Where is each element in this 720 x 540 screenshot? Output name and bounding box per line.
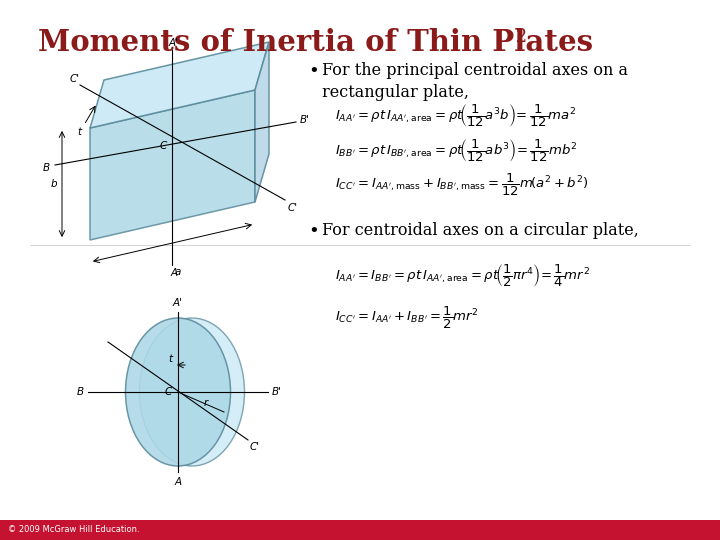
Text: b: b <box>50 179 57 189</box>
Text: r: r <box>204 398 208 408</box>
Text: C: C <box>160 141 167 151</box>
Text: For centroidal axes on a circular plate,: For centroidal axes on a circular plate, <box>322 222 639 239</box>
Text: $I_{BB'} = \rho t\, I_{BB',\mathrm{area}} = \rho t\!\left(\dfrac{1}{12}ab^3\righ: $I_{BB'} = \rho t\, I_{BB',\mathrm{area}… <box>335 137 577 164</box>
Text: For the principal centroidal axes on a
rectangular plate,: For the principal centroidal axes on a r… <box>322 62 628 101</box>
Text: a: a <box>175 267 181 277</box>
Ellipse shape <box>140 318 245 466</box>
Polygon shape <box>90 90 255 240</box>
Text: $I_{CC'} = I_{AA'} + I_{BB'} = \dfrac{1}{2}mr^2$: $I_{CC'} = I_{AA'} + I_{BB'} = \dfrac{1}… <box>335 305 479 331</box>
Text: •: • <box>308 62 319 80</box>
Text: t: t <box>168 354 172 364</box>
Text: $I_{AA'} = \rho t\, I_{AA',\mathrm{area}} = \rho t\!\left(\dfrac{1}{12}a^3b\righ: $I_{AA'} = \rho t\, I_{AA',\mathrm{area}… <box>335 102 577 129</box>
Text: $I_{AA'} = I_{BB'} = \rho t\, I_{AA',\mathrm{area}} = \rho t\!\left(\dfrac{1}{2}: $I_{AA'} = I_{BB'} = \rho t\, I_{AA',\ma… <box>335 262 590 289</box>
Polygon shape <box>90 42 269 128</box>
Text: •: • <box>308 222 319 240</box>
Text: A': A' <box>173 298 183 308</box>
Polygon shape <box>255 42 269 202</box>
Text: $I_{CC'} = I_{AA',\mathrm{mass}} + I_{BB',\mathrm{mass}} = \dfrac{1}{12}m\!\left: $I_{CC'} = I_{AA',\mathrm{mass}} + I_{BB… <box>335 172 588 198</box>
Text: B': B' <box>300 115 310 125</box>
Text: C': C' <box>250 442 260 452</box>
Text: C: C <box>165 387 172 397</box>
Text: © 2009 McGraw Hill Education.: © 2009 McGraw Hill Education. <box>8 525 140 535</box>
Text: t: t <box>77 127 81 137</box>
Bar <box>0 520 720 540</box>
Text: B: B <box>77 387 84 397</box>
Text: Moments of Inertia of Thin Plates: Moments of Inertia of Thin Plates <box>38 28 593 57</box>
Text: 2: 2 <box>510 28 527 46</box>
Text: A': A' <box>169 38 179 48</box>
Text: C': C' <box>288 203 298 213</box>
Ellipse shape <box>125 318 230 466</box>
Text: A: A <box>174 477 181 487</box>
Text: A: A <box>171 268 178 278</box>
Text: B': B' <box>272 387 282 397</box>
Text: C': C' <box>70 74 80 84</box>
Text: B: B <box>43 163 50 173</box>
